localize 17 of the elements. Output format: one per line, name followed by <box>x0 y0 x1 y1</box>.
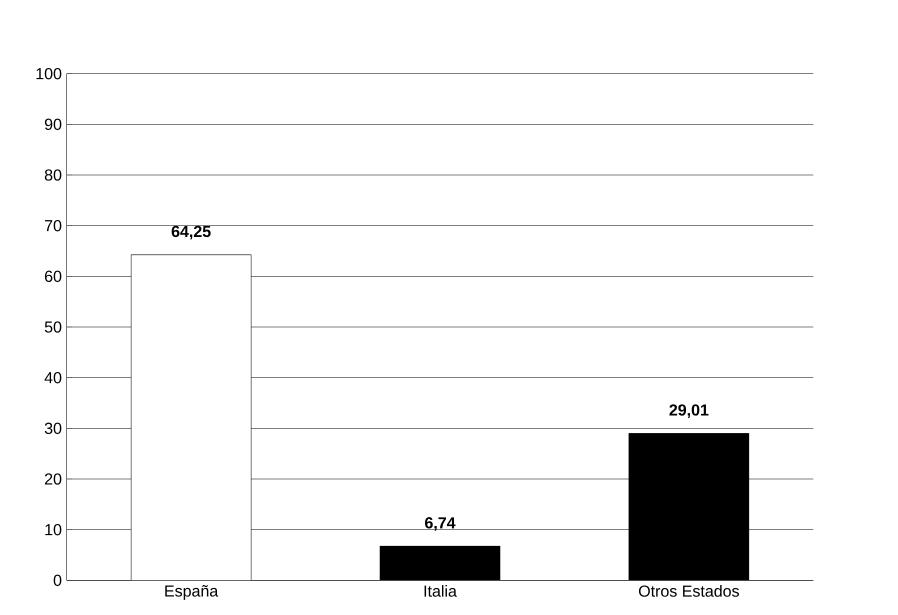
y-tick-label: 100 <box>36 68 62 80</box>
data-label: 29,01 <box>669 404 708 418</box>
y-tick-label: 50 <box>44 321 62 333</box>
x-tick-label: Italia <box>424 585 457 597</box>
data-label: 6,74 <box>425 517 456 531</box>
y-tick-label: 0 <box>54 574 62 586</box>
y-tick-label: 20 <box>44 473 62 485</box>
y-tick-label: 90 <box>44 118 62 130</box>
y-tick-label: 40 <box>44 372 62 384</box>
y-tick-label: 70 <box>44 220 62 232</box>
y-tick-label: 80 <box>44 169 62 181</box>
y-tick-label: 30 <box>44 422 62 434</box>
y-tick-label: 10 <box>45 524 62 536</box>
x-tick-label: España <box>165 585 218 600</box>
data-label: 64,25 <box>172 226 211 240</box>
x-tick-label: Otros Estados <box>638 585 739 597</box>
y-tick-label: 60 <box>44 270 62 282</box>
